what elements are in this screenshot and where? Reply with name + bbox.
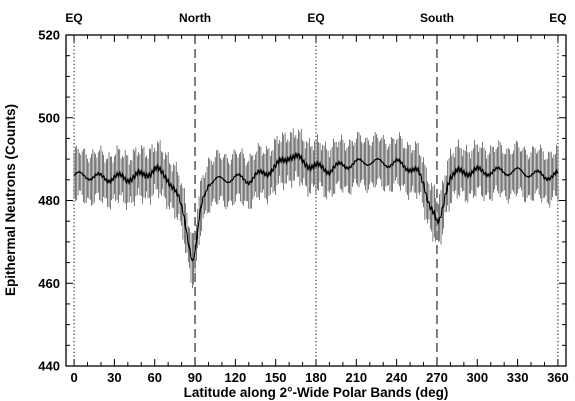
x-tick-label: 240 — [386, 370, 408, 385]
x-axis-title: Latitude along 2°-Wide Polar Bands (deg) — [184, 385, 449, 400]
x-tick-label: 330 — [507, 370, 529, 385]
top-label: EQ — [549, 11, 566, 25]
x-tick-label: 270 — [426, 370, 448, 385]
x-tick-label: 210 — [345, 370, 367, 385]
y-tick-label: 500 — [38, 110, 60, 125]
x-tick-label: 360 — [547, 370, 569, 385]
series-line — [73, 150, 559, 262]
x-tick-label: 0 — [70, 370, 77, 385]
y-tick-label: 520 — [38, 28, 60, 43]
top-label: South — [420, 11, 454, 25]
y-axis-title: Epithermal Neutrons (Counts) — [3, 104, 18, 296]
top-label: North — [179, 11, 211, 25]
x-tick-label: 30 — [107, 370, 121, 385]
y-tick-label: 440 — [38, 359, 60, 374]
y-tick-label: 460 — [38, 276, 60, 291]
x-tick-label: 90 — [188, 370, 202, 385]
top-label: EQ — [65, 11, 82, 25]
reference-lines — [73, 35, 559, 366]
y-axis-ticks: 440 460 480 500 520 — [38, 28, 566, 374]
x-tick-label: 60 — [147, 370, 161, 385]
x-axis-ticks: 0 30 60 90 120 150 180 210 240 270 300 330 360 — [70, 35, 569, 385]
top-labels: EQ North EQ South EQ — [65, 11, 566, 25]
top-label: EQ — [307, 11, 324, 25]
x-tick-label: 150 — [265, 370, 287, 385]
y-tick-label: 480 — [38, 193, 60, 208]
series-group — [73, 150, 559, 262]
x-tick-label: 180 — [305, 370, 327, 385]
x-tick-label: 300 — [466, 370, 488, 385]
x-tick-label: 120 — [225, 370, 247, 385]
